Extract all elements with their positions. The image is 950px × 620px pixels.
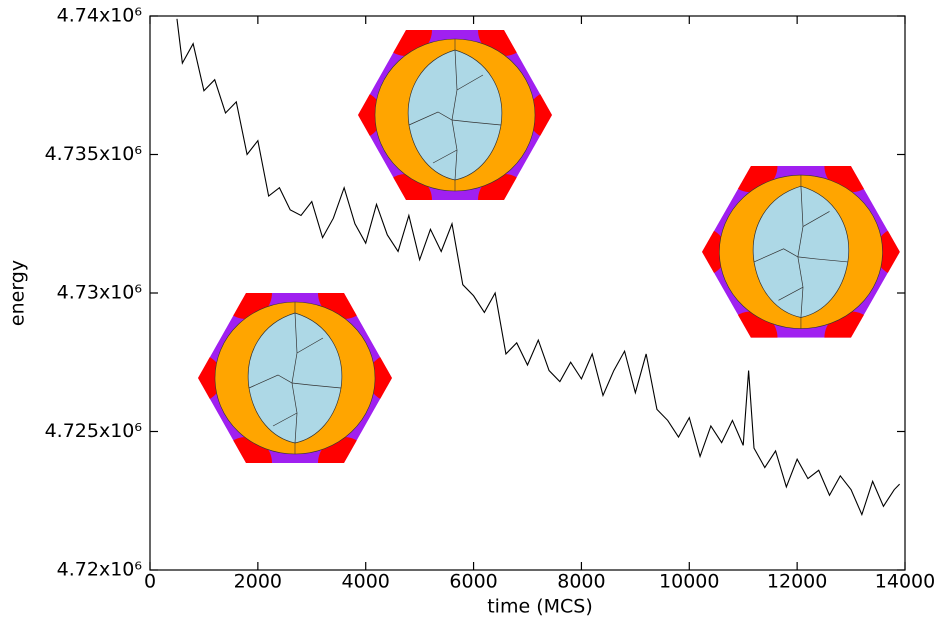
- inset-image: [174, 4, 924, 489]
- x-tick-label: 8000: [557, 571, 605, 593]
- y-axis-label: energy: [7, 260, 29, 326]
- x-tick-label: 10000: [659, 571, 719, 593]
- y-tick-label: 4.725x10⁶: [45, 420, 142, 442]
- x-tick-label: 0: [144, 571, 156, 593]
- x-tick-label: 12000: [767, 571, 827, 593]
- x-tick-label: 2000: [234, 571, 282, 593]
- data-line: [176, 18, 901, 517]
- x-tick-label: 6000: [449, 571, 497, 593]
- x-tick-label: 14000: [875, 571, 935, 593]
- y-tick-label: 4.74x10⁶: [57, 5, 142, 27]
- y-tick-label: 4.72x10⁶: [57, 559, 142, 581]
- y-tick-label: 4.73x10⁶: [57, 282, 142, 304]
- y-tick-label: 4.735x10⁶: [45, 143, 142, 165]
- x-axis-label: time (MCS): [487, 596, 593, 618]
- x-tick-label: 4000: [342, 571, 390, 593]
